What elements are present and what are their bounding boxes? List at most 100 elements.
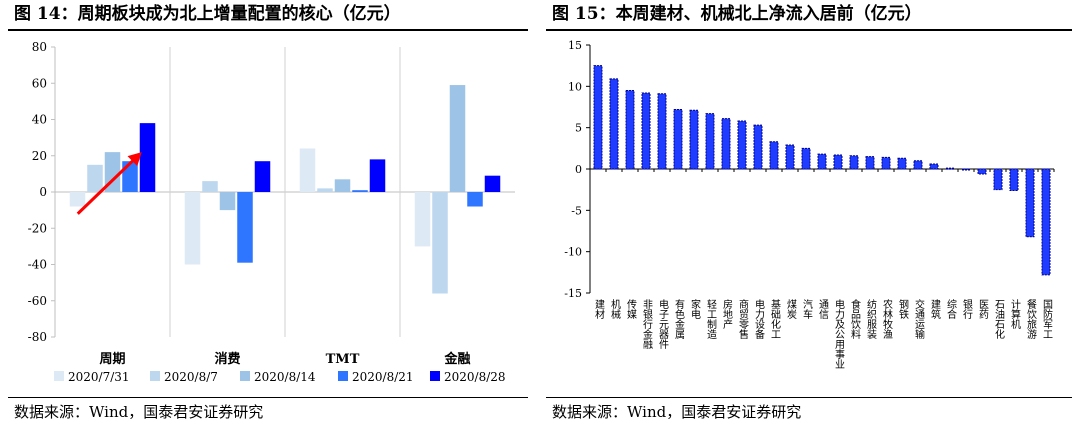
- bar-基础化工: [769, 141, 779, 170]
- bar-TMT-2020/8/14: [334, 179, 351, 192]
- chart-14-y-tick-label: 40: [32, 113, 47, 127]
- bar-电力及公用事业: [833, 154, 843, 170]
- chart-15-category-label: 通信: [817, 299, 829, 320]
- bar-消费-2020/7/31: [184, 192, 201, 265]
- bar-建筑: [929, 163, 939, 170]
- chart-14-bars: [69, 85, 501, 294]
- chart-15-category-label: 纺织服装: [865, 298, 877, 340]
- bar-食品饮料: [849, 155, 859, 170]
- bar-金融-2020/7/31: [414, 192, 431, 247]
- chart-14-y-tick-label: 0: [39, 185, 47, 199]
- chart-15-category-label: 交通运输: [913, 298, 925, 340]
- legend-label: 2020/8/21: [352, 370, 414, 384]
- chart-15-category-label: 综合: [945, 298, 957, 320]
- bar-非银行金融: [641, 92, 651, 170]
- bar-金融-2020/8/7: [432, 192, 448, 294]
- bar-计算机: [1009, 168, 1019, 191]
- bar-电力设备: [753, 124, 763, 170]
- chart-15-category-label: 电力设备: [753, 298, 765, 340]
- legend-label: 2020/8/28: [444, 370, 506, 384]
- legend-swatch-2020/8/28: [430, 371, 440, 381]
- figure-14-bottom-rule: [8, 397, 528, 398]
- chart-14-legend: 2020/7/31 2020/8/7 2020/8/14 2020/8/21 2020/…: [54, 370, 506, 384]
- bar-交通运输: [913, 160, 923, 170]
- bar-消费-2020/8/21: [237, 192, 253, 263]
- chart-15-category-label: 电力及公用事业: [833, 298, 845, 369]
- chart-14-category-label: 周期: [99, 352, 125, 367]
- chart-15-category-label: 商贸零售: [737, 298, 749, 340]
- legend-swatch-2020/7/31: [54, 371, 64, 381]
- chart-14: -80 -60 -40 -20 0 20 40 60 80 周期 消费 TMT 金融 2020/7/3…: [28, 40, 515, 384]
- trend-arrow: [76, 152, 142, 215]
- chart-15-y-tick-label: 10: [568, 80, 582, 93]
- chart-14-category-label: TMT: [326, 352, 360, 367]
- chart-15-category-label: 石油石化: [993, 299, 1005, 339]
- chart-15-category-labels: 建材 机械 传媒 非银行金融 电子元器件 有色金属 家电 轻工制造 房地产 商贸零售 电力设备 基础化…: [593, 298, 1053, 369]
- legend-label: 2020/7/31: [68, 370, 130, 384]
- bar-汽车: [801, 147, 811, 170]
- bar-商贸零售: [737, 120, 747, 170]
- figure-15-bottom-rule: [546, 397, 1072, 398]
- bar-周期-2020/7/31: [69, 192, 86, 207]
- bar-农林牧渔: [881, 156, 891, 170]
- bar-TMT-2020/8/21: [352, 190, 368, 192]
- chart-15-y-tick-label: 5: [575, 122, 582, 135]
- bar-消费-2020/8/7: [202, 181, 218, 192]
- chart-15-category-label: 计算机: [1009, 298, 1021, 330]
- figure-15-title: 图 15：本周建材、机械北上净流入居前（亿元）: [552, 4, 922, 24]
- chart-14-y-tick-label: -60: [28, 294, 47, 308]
- bar-房地产: [721, 118, 731, 170]
- chart-14-category-label: 消费: [214, 351, 240, 367]
- chart-14-y-tick-label: -80: [28, 330, 47, 344]
- chart-15-category-label: 食品饮料: [849, 298, 861, 340]
- bar-金融-2020/8/28: [484, 175, 501, 192]
- chart-15-category-label: 煤炭: [785, 298, 797, 320]
- chart-15-category-label: 轻工制造: [705, 298, 717, 339]
- bar-电子元器件: [657, 93, 667, 170]
- bar-TMT-2020/8/28: [369, 159, 386, 192]
- chart-15-y-tick-label: -10: [564, 246, 582, 259]
- chart-15-category-label: 国防军工: [1041, 299, 1053, 339]
- bar-钢铁: [897, 157, 907, 170]
- chart-15-category-label: 钢铁: [897, 298, 909, 320]
- figure-14-top-rule: [8, 29, 528, 31]
- chart-15-category-label: 农林牧渔: [881, 298, 893, 340]
- trend-arrow-shaft: [76, 155, 139, 215]
- bar-周期-2020/8/7: [87, 164, 103, 192]
- chart-14-y-tick-label: 60: [32, 76, 47, 90]
- legend-label: 2020/8/14: [254, 370, 316, 384]
- chart-15-category-label: 汽车: [801, 298, 813, 320]
- bar-银行: [961, 168, 971, 171]
- bar-金融-2020/8/21: [467, 192, 483, 207]
- bar-TMT-2020/8/7: [317, 188, 333, 192]
- legend-swatch-2020/8/7: [150, 371, 160, 381]
- chart-15-category-label: 电子元器件: [657, 298, 669, 350]
- bar-周期-2020/8/28: [139, 123, 156, 192]
- bar-传媒: [625, 89, 635, 170]
- chart-14-category-labels: 周期 消费 TMT 金融: [99, 351, 470, 367]
- bar-轻工制造: [705, 113, 715, 170]
- chart-14-y-tick-label: -20: [28, 221, 47, 235]
- chart-15-category-label: 医药: [977, 299, 989, 320]
- bar-餐饮旅游: [1025, 168, 1035, 238]
- bar-综合: [945, 167, 955, 170]
- chart-14-category-label: 金融: [443, 351, 470, 367]
- chart-15: -15 -10 -5 0 5 10 15 建材 机械 传媒 非银行金融 电子元器件 有色金属 家电 轻工制…: [564, 39, 1055, 369]
- chart-15-category-label: 房地产: [721, 298, 733, 330]
- bar-消费-2020/8/14: [219, 192, 236, 211]
- chart-15-category-label: 机械: [609, 298, 621, 320]
- chart-15-y-tick-label: -15: [564, 287, 582, 300]
- bar-建材: [593, 65, 603, 170]
- chart-14-axes: -80 -60 -40 -20 0 20 40 60 80: [28, 40, 515, 344]
- chart-14-y-tick-label: 80: [32, 40, 47, 54]
- figure-15-source: 数据来源：Wind，国泰君安证券研究: [552, 403, 802, 421]
- figure-14-title: 图 14：周期板块成为北上增量配置的核心（亿元）: [14, 4, 401, 24]
- chart-15-y-tick-label: -5: [571, 204, 582, 217]
- bar-通信: [817, 153, 827, 170]
- chart-15-category-label: 家电: [689, 298, 701, 319]
- bar-金融-2020/8/14: [449, 85, 466, 192]
- bar-有色金属: [673, 108, 683, 170]
- legend-swatch-2020/8/14: [240, 371, 250, 381]
- chart-15-category-label: 餐饮旅游: [1025, 298, 1037, 340]
- bar-机械: [609, 78, 619, 170]
